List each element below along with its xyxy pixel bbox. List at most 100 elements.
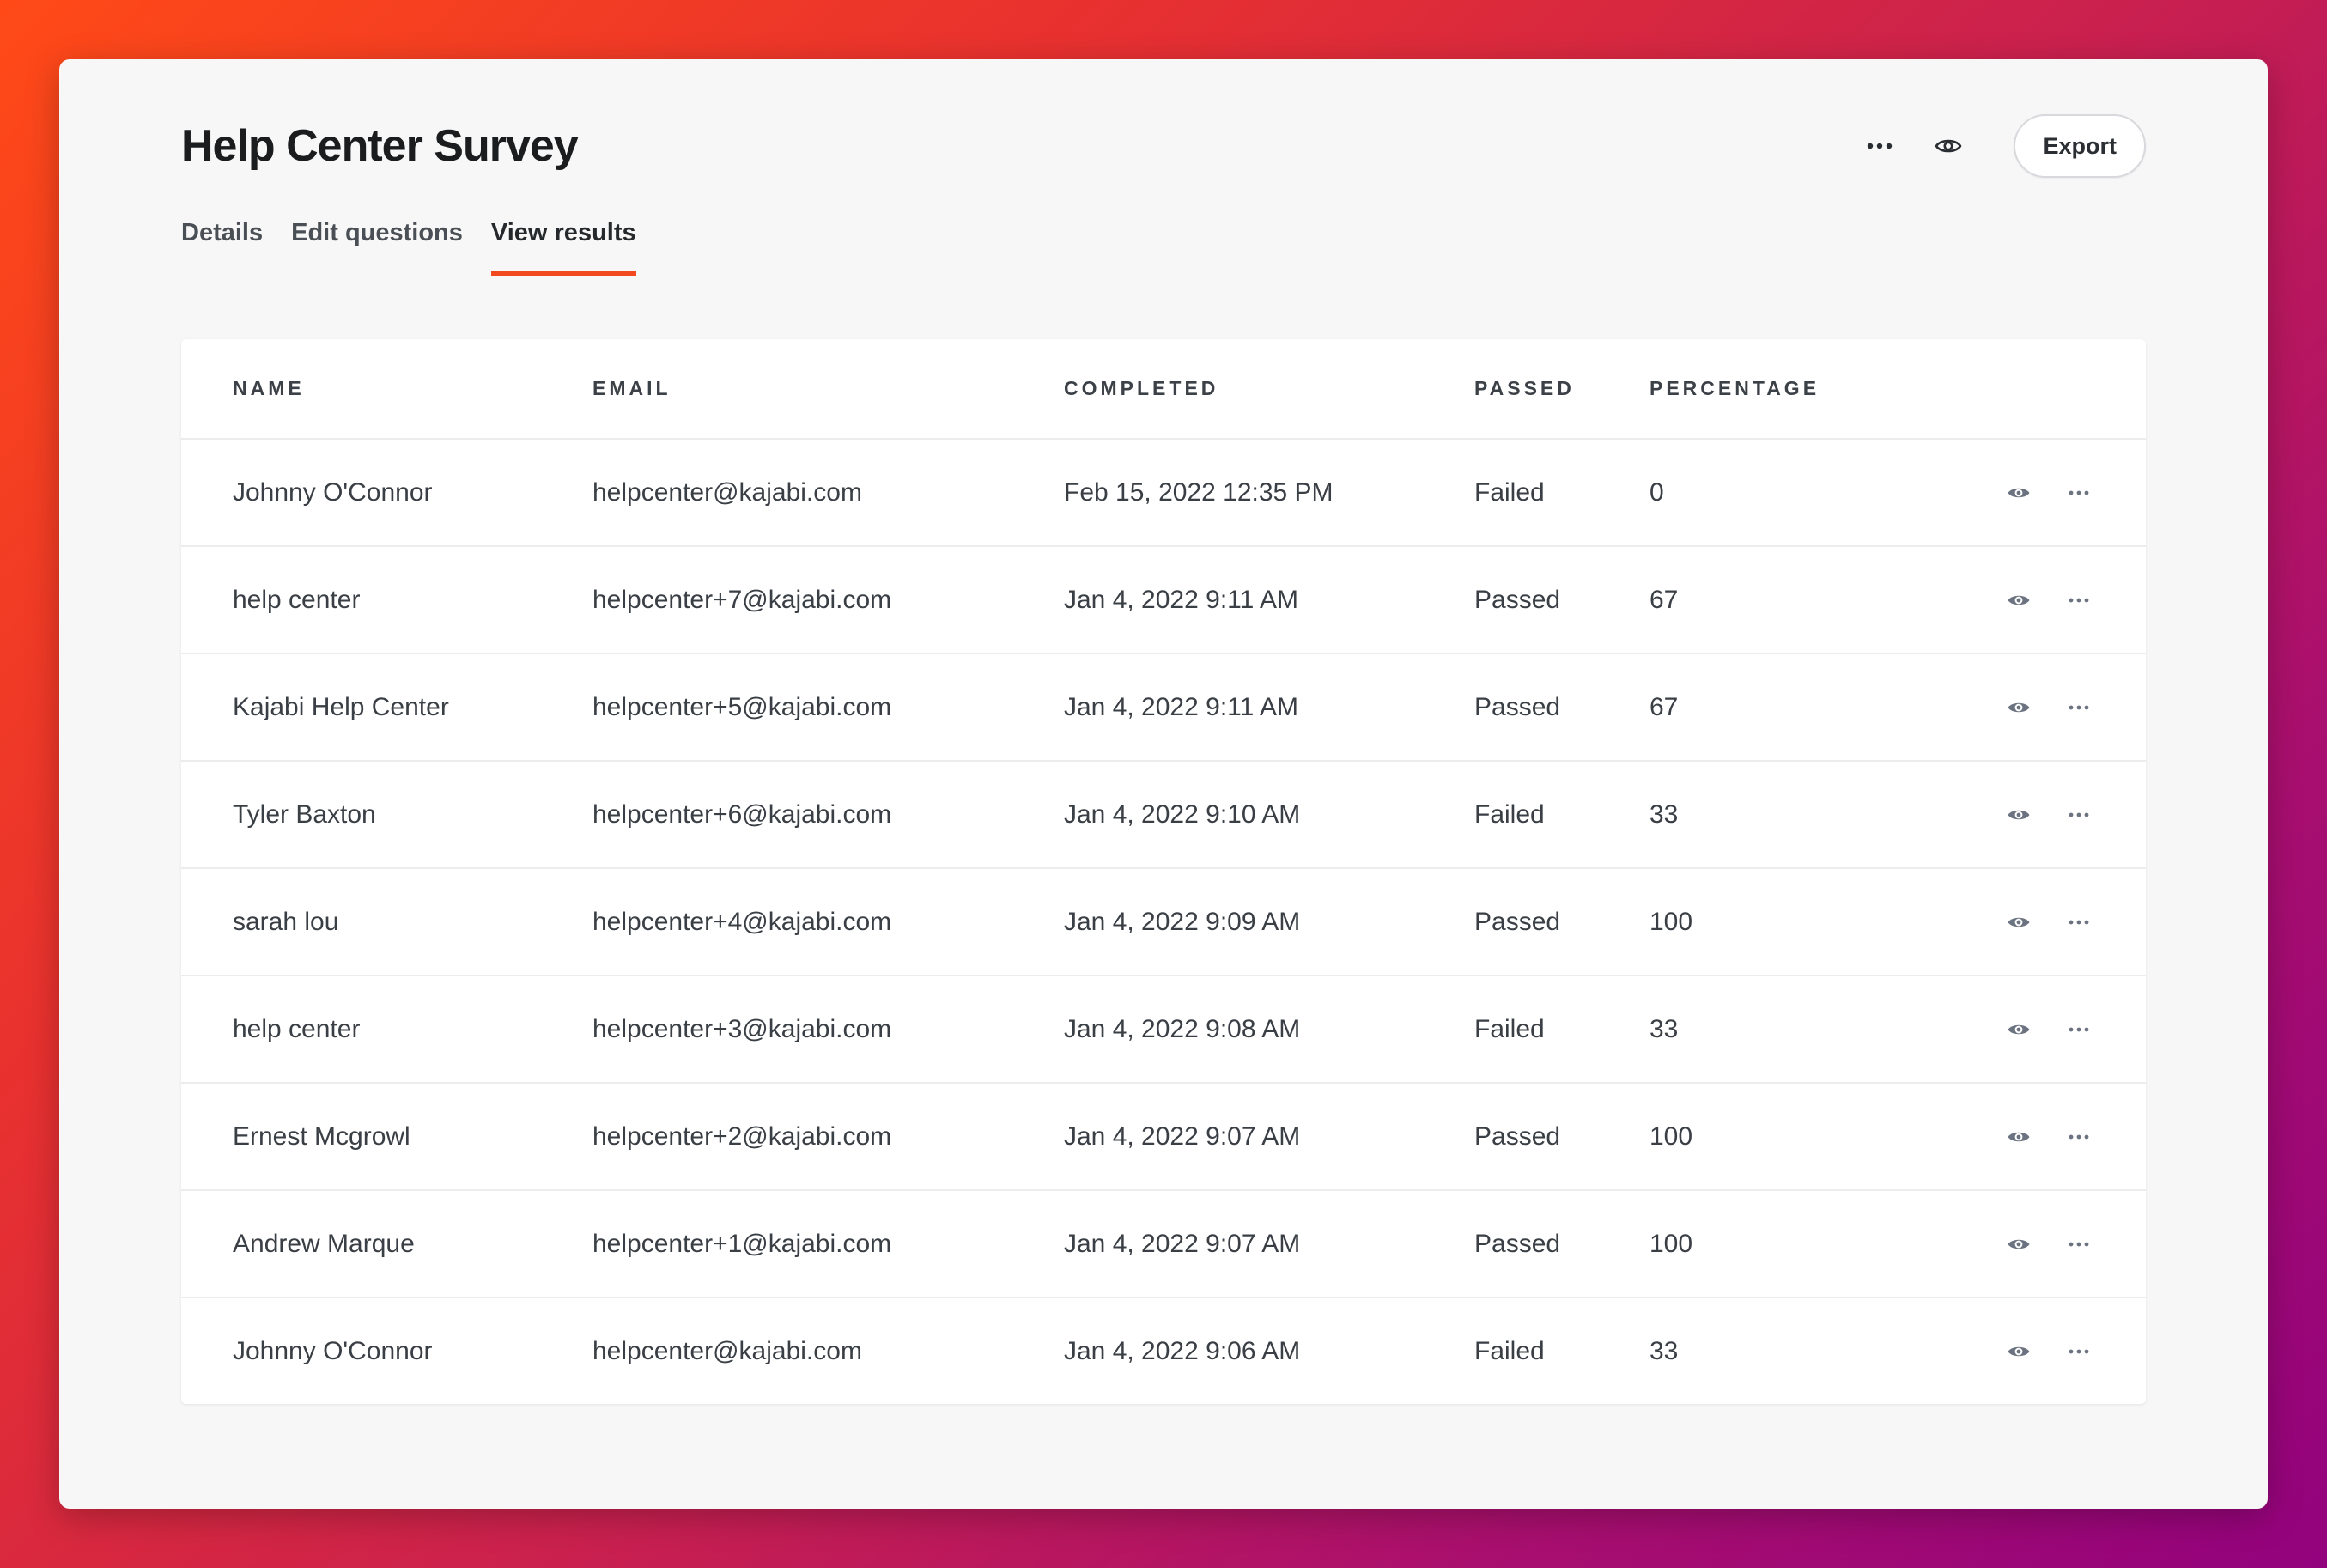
row-actions xyxy=(1978,1118,2098,1156)
cell-name: help center xyxy=(181,546,592,654)
row-actions xyxy=(1978,1225,2098,1263)
view-result-button[interactable] xyxy=(2000,796,2038,834)
tab-bar: Details Edit questions View results xyxy=(181,219,665,276)
cell-actions xyxy=(1959,1190,2146,1298)
survey-results-card: Help Center Survey Export Details Edit q… xyxy=(59,59,2268,1509)
table-row[interactable]: Kajabi Help Center helpcenter+5@kajabi.c… xyxy=(181,653,2146,762)
column-header-completed: COMPLETED xyxy=(1064,339,1474,440)
view-result-button[interactable] xyxy=(2000,1225,2038,1263)
cell-email: helpcenter+4@kajabi.com xyxy=(592,868,1064,976)
view-result-button[interactable] xyxy=(2000,1118,2038,1156)
cell-percentage: 67 xyxy=(1650,653,1959,762)
eye-icon xyxy=(2008,1024,2030,1034)
cell-email: helpcenter+5@kajabi.com xyxy=(592,653,1064,762)
row-actions xyxy=(1978,689,2098,726)
cell-email: helpcenter+1@kajabi.com xyxy=(592,1190,1064,1298)
eye-icon xyxy=(2008,595,2030,605)
row-more-options-button[interactable] xyxy=(2060,689,2098,726)
header-actions: Export xyxy=(1856,114,2146,178)
table-row[interactable]: help center helpcenter+7@kajabi.com Jan … xyxy=(181,546,2146,654)
cell-name: Kajabi Help Center xyxy=(181,653,592,762)
column-header-percentage: PERCENTAGE xyxy=(1650,339,1959,440)
more-horizontal-icon xyxy=(2069,920,2089,924)
export-button[interactable]: Export xyxy=(2014,114,2146,178)
cell-email: helpcenter@kajabi.com xyxy=(592,439,1064,547)
cell-completed: Jan 4, 2022 9:11 AM xyxy=(1064,546,1474,654)
cell-percentage: 100 xyxy=(1650,1083,1959,1191)
row-actions xyxy=(1978,474,2098,512)
cell-completed: Jan 4, 2022 9:10 AM xyxy=(1064,761,1474,869)
row-more-options-button[interactable] xyxy=(2060,796,2098,834)
eye-icon xyxy=(2008,702,2030,712)
cell-name: Ernest Mcgrowl xyxy=(181,1083,592,1191)
cell-actions xyxy=(1959,653,2146,762)
cell-completed: Jan 4, 2022 9:11 AM xyxy=(1064,653,1474,762)
results-table-container: NAME EMAIL COMPLETED PASSED PERCENTAGE J… xyxy=(181,339,2146,1404)
cell-name: Andrew Marque xyxy=(181,1190,592,1298)
more-horizontal-icon xyxy=(2069,1242,2089,1246)
cell-percentage: 0 xyxy=(1650,439,1959,547)
tab-details[interactable]: Details xyxy=(181,219,264,246)
more-options-button[interactable] xyxy=(1856,122,1904,170)
view-result-button[interactable] xyxy=(2000,1333,2038,1370)
cell-passed: Failed xyxy=(1474,439,1650,547)
cell-passed: Failed xyxy=(1474,975,1650,1084)
cell-completed: Jan 4, 2022 9:07 AM xyxy=(1064,1083,1474,1191)
cell-completed: Feb 15, 2022 12:35 PM xyxy=(1064,439,1474,547)
cell-percentage: 33 xyxy=(1650,761,1959,869)
eye-icon xyxy=(2008,488,2030,497)
view-result-button[interactable] xyxy=(2000,581,2038,619)
row-more-options-button[interactable] xyxy=(2060,581,2098,619)
table-row[interactable]: Ernest Mcgrowl helpcenter+2@kajabi.com J… xyxy=(181,1083,2146,1191)
more-horizontal-icon xyxy=(2069,705,2089,709)
row-more-options-button[interactable] xyxy=(2060,903,2098,941)
table-row[interactable]: sarah lou helpcenter+4@kajabi.com Jan 4,… xyxy=(181,868,2146,976)
tab-edit-questions[interactable]: Edit questions xyxy=(291,219,463,246)
row-more-options-button[interactable] xyxy=(2060,1333,2098,1370)
column-header-passed: PASSED xyxy=(1474,339,1650,440)
cell-passed: Passed xyxy=(1474,1190,1650,1298)
row-more-options-button[interactable] xyxy=(2060,1011,2098,1048)
row-more-options-button[interactable] xyxy=(2060,474,2098,512)
view-result-button[interactable] xyxy=(2000,474,2038,512)
cell-passed: Failed xyxy=(1474,761,1650,869)
cell-completed: Jan 4, 2022 9:06 AM xyxy=(1064,1336,1301,1365)
eye-icon xyxy=(1935,139,1962,153)
more-horizontal-icon xyxy=(1868,143,1893,149)
cell-email: helpcenter+2@kajabi.com xyxy=(592,1083,1064,1191)
table-row[interactable]: help center helpcenter+3@kajabi.com Jan … xyxy=(181,975,2146,1084)
table-row[interactable]: Johnny O'Connor helpcenter@kajabi.com Ja… xyxy=(181,1298,2146,1404)
row-more-options-button[interactable] xyxy=(2060,1225,2098,1263)
cell-percentage: 100 xyxy=(1650,1190,1959,1298)
eye-icon xyxy=(2008,917,2030,927)
row-actions xyxy=(1978,1011,2098,1048)
view-result-button[interactable] xyxy=(2000,1011,2038,1048)
cell-percentage: 33 xyxy=(1650,1336,1679,1365)
table-header-row: NAME EMAIL COMPLETED PASSED PERCENTAGE xyxy=(181,339,2146,440)
preview-button[interactable] xyxy=(1924,122,1972,170)
row-actions xyxy=(1978,581,2098,619)
view-result-button[interactable] xyxy=(2000,689,2038,726)
cell-actions xyxy=(1959,1298,2146,1404)
cell-email: helpcenter+7@kajabi.com xyxy=(592,546,1064,654)
table-row[interactable]: Johnny O'Connor helpcenter@kajabi.com Fe… xyxy=(181,439,2146,547)
table-row[interactable]: Andrew Marque helpcenter+1@kajabi.com Ja… xyxy=(181,1190,2146,1298)
cell-passed: Passed xyxy=(1474,653,1650,762)
cell-completed: Jan 4, 2022 9:07 AM xyxy=(1064,1190,1474,1298)
cell-email: helpcenter+3@kajabi.com xyxy=(592,975,1064,1084)
cell-actions xyxy=(1959,868,2146,976)
view-result-button[interactable] xyxy=(2000,903,2038,941)
column-header-actions xyxy=(1959,339,2146,440)
cell-completed: Jan 4, 2022 9:08 AM xyxy=(1064,975,1474,1084)
cell-passed: Failed xyxy=(1474,1336,1545,1365)
row-actions xyxy=(1978,1333,2098,1370)
table-row[interactable]: Tyler Baxton helpcenter+6@kajabi.com Jan… xyxy=(181,761,2146,869)
cell-passed: Passed xyxy=(1474,1083,1650,1191)
cell-email: helpcenter@kajabi.com xyxy=(592,1336,862,1365)
cell-completed: Jan 4, 2022 9:09 AM xyxy=(1064,868,1474,976)
row-more-options-button[interactable] xyxy=(2060,1118,2098,1156)
results-table: NAME EMAIL COMPLETED PASSED PERCENTAGE J… xyxy=(181,339,2146,1404)
tab-view-results[interactable]: View results xyxy=(490,219,636,276)
more-horizontal-icon xyxy=(2069,1134,2089,1139)
cell-actions xyxy=(1959,1083,2146,1191)
